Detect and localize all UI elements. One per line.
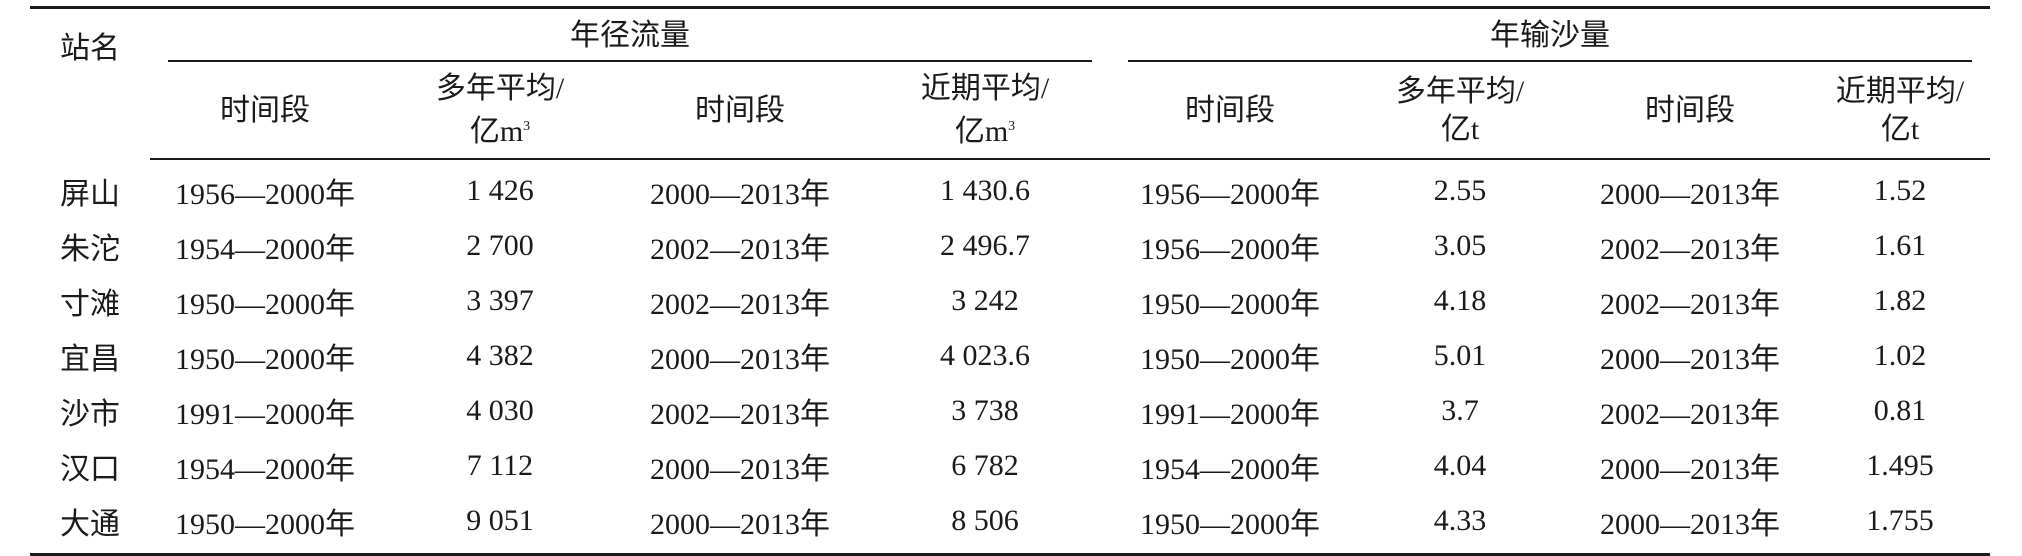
sediment-period2-cell: 2000—2013年 <box>1600 343 1780 376</box>
station-cell: 大通 <box>30 493 150 556</box>
sediment-period2-cell: 2000—2013年 <box>1570 493 1810 556</box>
sediment-recent-avg-cell: 0.81 <box>1873 394 1927 427</box>
runoff-group-header: 年径流量 <box>150 8 1110 64</box>
runoff-multi-avg-cell: 2 700 <box>466 229 534 262</box>
sediment-period2-cell: 2002—2013年 <box>1600 233 1780 266</box>
runoff-recent-avg-cell: 1 430.6 <box>940 174 1030 207</box>
sediment-period1-cell: 1950—2000年 <box>1110 493 1350 556</box>
runoff-multi-avg-cell: 7 112 <box>466 449 534 482</box>
table-row: 汉口 1954—2000年 7 112 2000—2013年 6 782 195… <box>30 439 1990 494</box>
sediment-recent-avg-cell: 1.82 <box>1873 284 1927 317</box>
runoff-period1-header: 时间段 <box>150 63 380 160</box>
runoff-recent-avg-cell: 2 496.7 <box>940 229 1030 262</box>
table-row: 大通 1950—2000年 9 051 2000—2013年 8 506 195… <box>30 493 1990 556</box>
sediment-recent-avg-cell: 1.755 <box>1810 493 1990 556</box>
station-cell: 朱沱 <box>60 233 120 266</box>
runoff-recent-avg-cell: 4 023.6 <box>940 339 1030 372</box>
sediment-recent-avg-header: 近期平均/亿t <box>1810 63 1990 160</box>
runoff-sediment-table: 站名 年径流量 年输沙量 时间段 多年平均/亿m3 时间段 近期平均/亿m3 时… <box>30 6 1990 556</box>
sediment-group-label: 年输沙量 <box>1128 10 1972 63</box>
sediment-multi-avg-cell: 3.05 <box>1433 229 1487 262</box>
sediment-period2-header: 时间段 <box>1570 63 1810 160</box>
sediment-multi-avg-header: 多年平均/亿t <box>1350 63 1570 160</box>
runoff-recent-avg-cell: 8 506 <box>860 493 1110 556</box>
sediment-period1-cell: 1991—2000年 <box>1140 398 1320 431</box>
runoff-multi-avg-cell: 3 397 <box>466 284 534 317</box>
runoff-period2-cell: 2002—2013年 <box>650 398 830 431</box>
runoff-recent-avg-header: 近期平均/亿m3 <box>860 63 1110 160</box>
runoff-recent-avg-cell: 6 782 <box>951 449 1019 482</box>
sediment-period2-cell: 2000—2013年 <box>1600 178 1780 211</box>
sediment-multi-avg-cell: 4.33 <box>1350 493 1570 556</box>
station-cell: 宜昌 <box>60 343 120 376</box>
runoff-recent-avg-cell: 3 738 <box>951 394 1019 427</box>
sediment-recent-avg-cell: 1.52 <box>1873 174 1927 207</box>
runoff-period1-cell: 1954—2000年 <box>175 233 355 266</box>
station-cell: 屏山 <box>60 177 120 211</box>
runoff-period2-cell: 2000—2013年 <box>650 178 830 211</box>
runoff-period2-cell: 2000—2013年 <box>650 343 830 376</box>
sediment-recent-avg-cell: 1.495 <box>1866 449 1934 482</box>
sediment-multi-avg-cell: 3.7 <box>1441 394 1479 427</box>
sediment-multi-avg-cell: 4.18 <box>1433 284 1487 317</box>
station-cell: 沙市 <box>60 398 120 431</box>
runoff-period1-cell: 1950—2000年 <box>150 493 380 556</box>
table-row: 屏山 1956—2000年 1 426 2000—2013年 1 430.6 1… <box>30 159 1990 219</box>
sediment-period1-cell: 1950—2000年 <box>1140 288 1320 321</box>
runoff-multi-avg-cell: 4 030 <box>466 394 534 427</box>
sediment-multi-avg-cell: 4.04 <box>1433 449 1487 482</box>
runoff-period2-cell: 2000—2013年 <box>620 493 860 556</box>
sediment-period2-cell: 2002—2013年 <box>1600 288 1780 321</box>
table-row: 寸滩 1950—2000年 3 397 2002—2013年 3 242 195… <box>30 274 1990 329</box>
runoff-period2-cell: 2002—2013年 <box>650 288 830 321</box>
runoff-multi-avg-header: 多年平均/亿m3 <box>380 63 620 160</box>
data-table-container: 站名 年径流量 年输沙量 时间段 多年平均/亿m3 时间段 近期平均/亿m3 时… <box>30 6 1990 556</box>
sediment-period2-cell: 2000—2013年 <box>1600 453 1780 486</box>
runoff-multi-avg-cell: 4 382 <box>466 339 534 372</box>
station-cell: 寸滩 <box>60 288 120 321</box>
sediment-recent-avg-cell: 1.61 <box>1873 229 1927 262</box>
runoff-period1-cell: 1956—2000年 <box>175 178 355 211</box>
group-header-row: 站名 年径流量 年输沙量 <box>30 7 1990 65</box>
station-column-header: 站名 <box>60 32 120 65</box>
table-row: 朱沱 1954—2000年 2 700 2002—2013年 2 496.7 1… <box>30 219 1990 274</box>
sediment-group-header: 年输沙量 <box>1110 8 1990 64</box>
runoff-period2-cell: 2000—2013年 <box>650 453 830 486</box>
runoff-period2-header: 时间段 <box>620 63 860 160</box>
station-cell: 汉口 <box>60 453 120 486</box>
runoff-period2-cell: 2002—2013年 <box>650 233 830 266</box>
sediment-multi-avg-cell: 2.55 <box>1433 174 1487 207</box>
runoff-group-label: 年径流量 <box>168 10 1092 63</box>
sub-header-row: 时间段 多年平均/亿m3 时间段 近期平均/亿m3 时间段 多年平均/亿t 时间… <box>30 63 1990 160</box>
sediment-multi-avg-cell: 5.01 <box>1433 339 1487 372</box>
runoff-period1-cell: 1950—2000年 <box>175 343 355 376</box>
sediment-period2-cell: 2002—2013年 <box>1600 398 1780 431</box>
table-row: 沙市 1991—2000年 4 030 2002—2013年 3 738 199… <box>30 384 1990 439</box>
sediment-recent-avg-cell: 1.02 <box>1873 339 1927 372</box>
table-row: 宜昌 1950—2000年 4 382 2000—2013年 4 023.6 1… <box>30 329 1990 384</box>
sediment-period1-cell: 1950—2000年 <box>1140 343 1320 376</box>
sediment-period1-header: 时间段 <box>1110 63 1350 160</box>
runoff-period1-cell: 1950—2000年 <box>175 288 355 321</box>
sediment-period1-cell: 1956—2000年 <box>1140 178 1320 211</box>
runoff-period1-cell: 1954—2000年 <box>175 453 355 486</box>
runoff-recent-avg-cell: 3 242 <box>951 284 1019 317</box>
sediment-period1-cell: 1954—2000年 <box>1140 453 1320 486</box>
sediment-period1-cell: 1956—2000年 <box>1140 233 1320 266</box>
runoff-period1-cell: 1991—2000年 <box>175 398 355 431</box>
runoff-multi-avg-cell: 1 426 <box>466 174 534 207</box>
runoff-multi-avg-cell: 9 051 <box>380 493 620 556</box>
